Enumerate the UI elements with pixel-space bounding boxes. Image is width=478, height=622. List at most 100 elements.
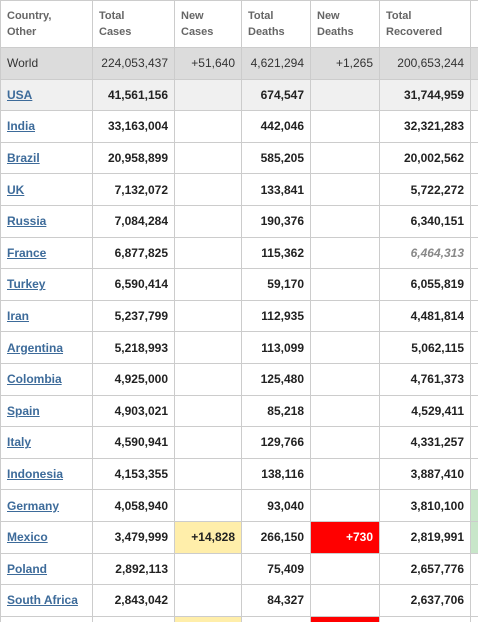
table-cell: Turkey (0, 268, 93, 301)
table-cell (174, 78, 242, 112)
table-cell (470, 268, 478, 301)
column-header[interactable]: Total Deaths (241, 0, 311, 48)
table-cell (470, 520, 478, 554)
country-link[interactable]: Russia (7, 214, 47, 229)
country-link[interactable]: Indonesia (7, 467, 64, 482)
table-cell (174, 615, 242, 622)
table-cell: 4,331,257 (379, 426, 471, 459)
table-cell: 266,150 (241, 520, 311, 554)
table-cell: UK (0, 173, 93, 206)
table-cell: Argentina (0, 331, 93, 364)
table-cell (174, 204, 242, 238)
table-cell: 3,479,999 (92, 520, 175, 554)
table-cell: 129,766 (241, 426, 311, 459)
country-link[interactable]: Germany (7, 498, 60, 513)
table-cell: 32,321,283 (379, 110, 471, 143)
table-cell: 2,657,776 (379, 552, 471, 586)
table-cell: 133,841 (241, 173, 311, 206)
country-link[interactable]: South Africa (7, 593, 78, 608)
table-cell (470, 426, 478, 459)
country-link[interactable]: India (7, 119, 36, 134)
table-cell (310, 331, 380, 364)
column-header[interactable]: New Cases (174, 0, 242, 48)
table-cell (174, 457, 242, 491)
table-row: France 6,877,825 115,362 6,464,313 (0, 236, 478, 270)
table-row: India 33,163,004 442,046 32,321,283 (0, 110, 478, 143)
country-link[interactable]: Brazil (7, 151, 40, 166)
table-cell: 585,205 (241, 141, 311, 175)
table-cell: 200,653,244 (379, 47, 471, 80)
column-header[interactable]: Total Recovered (379, 0, 471, 48)
table-cell (310, 141, 380, 175)
country-link[interactable]: USA (7, 87, 33, 102)
table-cell (92, 615, 175, 622)
table-cell (174, 426, 242, 459)
table-row: Germany 4,058,940 93,040 3,810,100 (0, 489, 478, 522)
country-link[interactable]: Turkey (7, 277, 46, 292)
column-header[interactable]: Country, Other (0, 0, 93, 48)
table-cell (470, 615, 478, 622)
table-cell (174, 236, 242, 270)
table-cell (310, 615, 380, 622)
table-cell: Mexico (0, 520, 93, 554)
table-cell (310, 552, 380, 586)
table-cell: Indonesia (0, 457, 93, 491)
country-link[interactable]: Italy (7, 435, 32, 450)
table-cell: 2,843,042 (92, 584, 175, 617)
country-link[interactable]: Poland (7, 561, 48, 576)
table-cell: 4,529,411 (379, 394, 471, 428)
table-cell: 6,877,825 (92, 236, 175, 270)
country-link[interactable]: Iran (7, 309, 30, 324)
table-cell (470, 299, 478, 333)
country-link[interactable]: Argentina (7, 340, 64, 355)
table-cell: 41,561,156 (92, 78, 175, 112)
table-cell: 6,590,414 (92, 268, 175, 301)
country-link[interactable]: UK (7, 182, 25, 197)
table-cell (470, 47, 478, 80)
table-cell: 115,362 (241, 236, 311, 270)
table-cell (0, 615, 93, 622)
table-cell (470, 110, 478, 143)
table-cell: 75,409 (241, 552, 311, 586)
table-cell (174, 362, 242, 396)
table-cell: +51,640 (174, 47, 242, 80)
table-cell: France (0, 236, 93, 270)
country-link[interactable]: Spain (7, 403, 40, 418)
country-link[interactable]: Mexico (7, 530, 48, 545)
table-row: Mexico 3,479,999 +14,828 266,150 +730 2,819,9… (0, 520, 478, 554)
table-cell (310, 204, 380, 238)
table-cell: +1,265 (310, 47, 380, 80)
table-cell: 4,925,000 (92, 362, 175, 396)
table-cell (310, 236, 380, 270)
table-cell: Poland (0, 552, 93, 586)
table-cell: 5,062,115 (379, 331, 471, 364)
table-cell: World (0, 47, 93, 80)
country-link[interactable]: Colombia (7, 372, 62, 387)
table-row: UK 7,132,072 133,841 5,722,272 (0, 173, 478, 206)
table-row: Iran 5,237,799 112,935 4,481,814 (0, 299, 478, 333)
table-cell (174, 394, 242, 428)
table-cell: 2,819,991 (379, 520, 471, 554)
table-cell (470, 394, 478, 428)
table-cell: 6,340,151 (379, 204, 471, 238)
table-cell (241, 615, 311, 622)
table-cell: +730 (310, 520, 380, 554)
country-link[interactable]: France (7, 245, 47, 260)
table-cell: Germany (0, 489, 93, 522)
column-header[interactable]: Total Cases (92, 0, 175, 48)
table-cell: 5,722,272 (379, 173, 471, 206)
table-cell: 20,958,899 (92, 141, 175, 175)
table-cell (470, 141, 478, 175)
table-cell: 31,744,959 (379, 78, 471, 112)
table-cell (470, 552, 478, 586)
table-cell: 113,099 (241, 331, 311, 364)
table-cell: 4,621,294 (241, 47, 311, 80)
table-row: Indonesia 4,153,355 138,116 3,887,410 (0, 457, 478, 491)
column-header[interactable]: New Deaths (310, 0, 380, 48)
table-row: Spain 4,903,021 85,218 4,529,411 (0, 394, 478, 428)
table-cell: 85,218 (241, 394, 311, 428)
table-cell (310, 394, 380, 428)
table-cell: 84,327 (241, 584, 311, 617)
